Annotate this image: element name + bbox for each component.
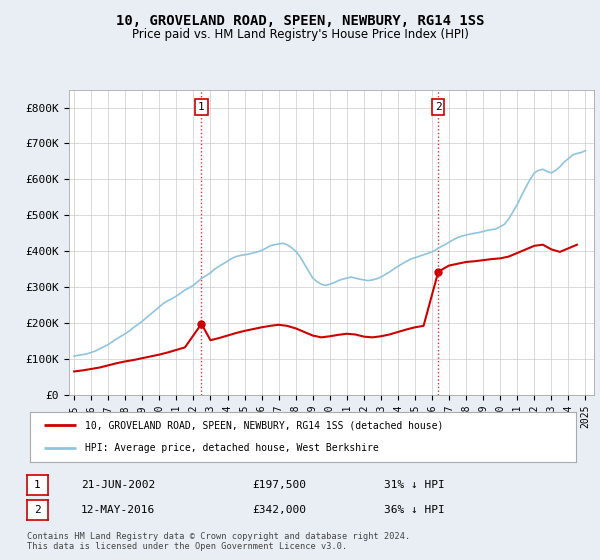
Text: 2: 2 — [34, 505, 41, 515]
Text: 36% ↓ HPI: 36% ↓ HPI — [384, 505, 445, 515]
Text: £342,000: £342,000 — [252, 505, 306, 515]
Text: 1: 1 — [198, 102, 205, 112]
Text: 2: 2 — [435, 102, 442, 112]
Text: 12-MAY-2016: 12-MAY-2016 — [81, 505, 155, 515]
Text: 10, GROVELAND ROAD, SPEEN, NEWBURY, RG14 1SS: 10, GROVELAND ROAD, SPEEN, NEWBURY, RG14… — [116, 14, 484, 28]
Text: 31% ↓ HPI: 31% ↓ HPI — [384, 480, 445, 490]
Text: 21-JUN-2002: 21-JUN-2002 — [81, 480, 155, 490]
Text: Contains HM Land Registry data © Crown copyright and database right 2024.
This d: Contains HM Land Registry data © Crown c… — [27, 532, 410, 552]
Text: 10, GROVELAND ROAD, SPEEN, NEWBURY, RG14 1SS (detached house): 10, GROVELAND ROAD, SPEEN, NEWBURY, RG14… — [85, 420, 443, 430]
Text: 1: 1 — [34, 480, 41, 490]
Text: Price paid vs. HM Land Registry's House Price Index (HPI): Price paid vs. HM Land Registry's House … — [131, 28, 469, 41]
Text: HPI: Average price, detached house, West Berkshire: HPI: Average price, detached house, West… — [85, 444, 379, 454]
Text: £197,500: £197,500 — [252, 480, 306, 490]
